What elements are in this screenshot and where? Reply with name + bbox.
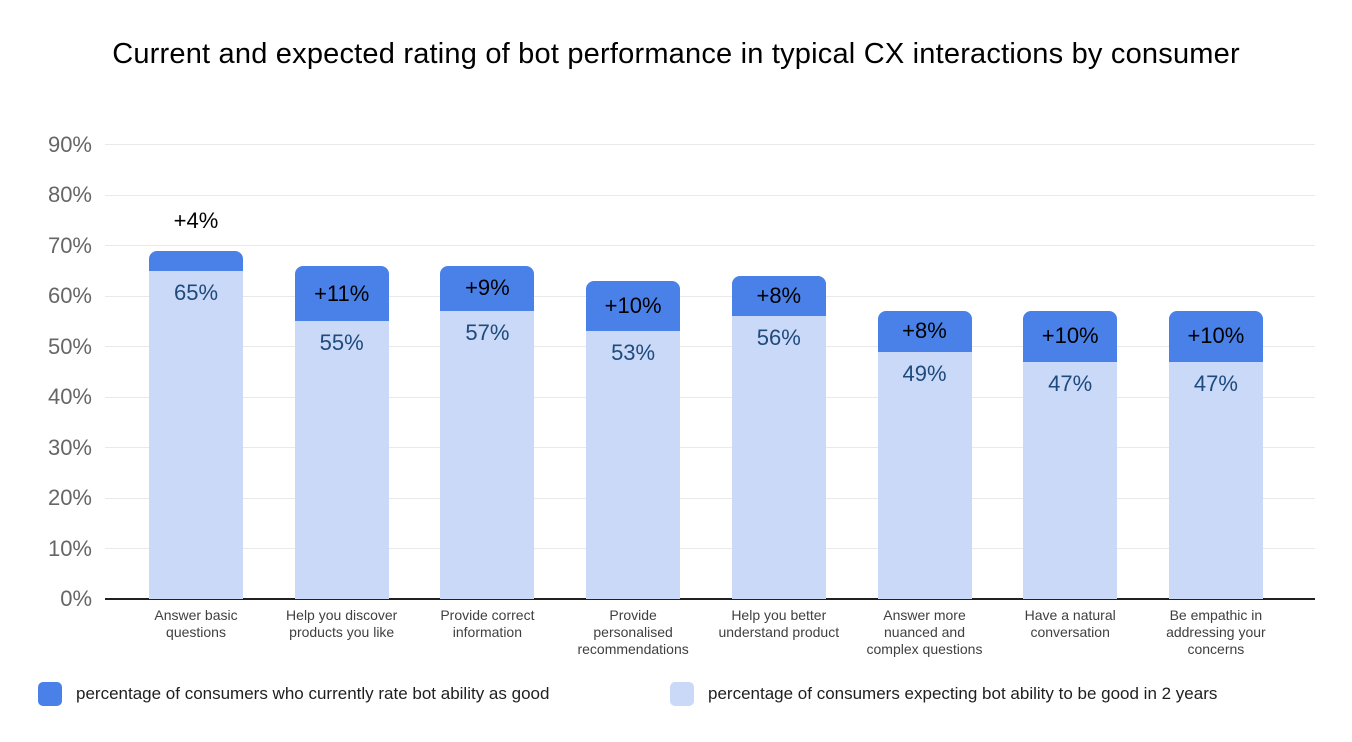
- bar-value-label: 49%: [902, 360, 947, 386]
- bar-delta-label: +8%: [756, 283, 802, 308]
- bar-segment-expected: [877, 351, 972, 599]
- bar-segment-expected: [1023, 361, 1118, 599]
- bar-value-label: 47%: [1048, 370, 1093, 396]
- x-category-label: Be empathic in addressing your concerns: [1166, 607, 1266, 657]
- x-category-label: Provide personalised recommendations: [577, 607, 689, 657]
- x-category-label: Provide correct information: [440, 607, 535, 640]
- y-tick-label: 10%: [47, 535, 92, 561]
- x-category-label: Help you discover products you like: [286, 607, 398, 640]
- x-category-label: Help you better understand product: [718, 607, 840, 640]
- bar-value-label: 55%: [319, 330, 364, 356]
- y-tick-label: 20%: [47, 485, 92, 510]
- y-tick-label: 40%: [47, 384, 92, 409]
- gridline: [105, 396, 1315, 398]
- bar-segment-expected: [1168, 361, 1263, 599]
- bar-segment-expected: [440, 311, 535, 599]
- gridline: [105, 194, 1315, 196]
- bar-segment-expected: [149, 270, 243, 600]
- bar-segment-current: [1168, 311, 1263, 362]
- bar-segment-current: [149, 250, 243, 271]
- bar-delta-label: +11%: [314, 280, 370, 306]
- bar-value-label: 57%: [465, 320, 510, 346]
- gridline: [105, 548, 1315, 549]
- bar-value-label: 53%: [611, 340, 656, 366]
- bar-delta-label: +10%: [1187, 323, 1245, 349]
- gridline: [105, 447, 1315, 448]
- legend-item: percentage of consumers expecting bot ab…: [670, 682, 1217, 706]
- y-tick-label: 0%: [60, 586, 92, 611]
- y-tick-label: 80%: [47, 182, 92, 207]
- bar-segment-current: [586, 280, 681, 332]
- bar-segment-current: [731, 275, 826, 317]
- bar-segment-current: [440, 265, 535, 312]
- chart-title: Current and expected rating of bot perfo…: [112, 38, 1240, 70]
- legend-label: percentage of consumers expecting bot ab…: [708, 684, 1218, 703]
- x-category-label: Answer basic questions: [154, 607, 238, 640]
- y-tick-label: 30%: [47, 434, 92, 460]
- bar-value-label: 47%: [1193, 370, 1238, 396]
- legend-item: percentage of consumers who currently ra…: [38, 682, 549, 706]
- bar-segment-current: [1023, 311, 1118, 362]
- y-tick-label: 50%: [47, 333, 92, 359]
- bar-segment-expected: [731, 316, 826, 599]
- gridline: [105, 295, 1315, 297]
- x-axis-line: [105, 598, 1315, 600]
- bar-delta-label: +10%: [604, 293, 662, 319]
- legend-swatch: [670, 682, 694, 706]
- y-tick-label: 60%: [47, 283, 92, 308]
- bar-segment-current: [294, 265, 389, 322]
- bar-delta-label: +4%: [173, 207, 219, 233]
- gridline: [105, 497, 1315, 499]
- legend-label: percentage of consumers who currently ra…: [76, 684, 550, 703]
- y-tick-label: 90%: [47, 131, 92, 157]
- gridline: [105, 144, 1315, 145]
- gridline: [105, 245, 1315, 246]
- bar-delta-label: +10%: [1041, 323, 1099, 349]
- bar-segment-expected: [294, 321, 389, 600]
- bar-value-label: 56%: [756, 325, 801, 351]
- bar-value-label: 65%: [173, 279, 219, 305]
- bar-segment-expected: [586, 331, 681, 599]
- bar-delta-label: +9%: [465, 275, 510, 301]
- gridline: [105, 346, 1315, 347]
- x-category-label: Answer more nuanced and complex question…: [866, 607, 983, 657]
- bar-delta-label: +8%: [902, 318, 947, 344]
- legend-swatch: [38, 682, 62, 706]
- x-category-label: Have a natural conversation: [1024, 607, 1116, 640]
- bar-segment-current: [877, 311, 972, 352]
- y-tick-label: 70%: [47, 232, 92, 258]
